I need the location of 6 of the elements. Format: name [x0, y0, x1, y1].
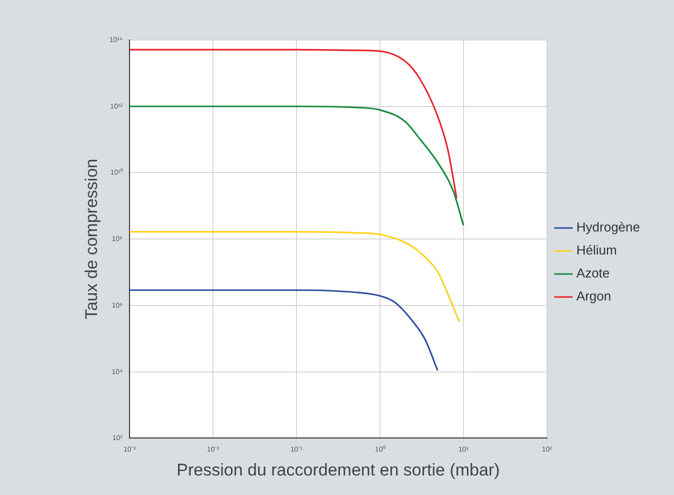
legend-label: Hydrogène: [576, 220, 640, 235]
legend-label: Azote: [576, 266, 610, 281]
legend-label: Hélium: [576, 242, 617, 258]
y-axis-title: Taux de compression: [82, 158, 101, 320]
legend-label: Argon: [576, 288, 612, 304]
x-axis-title: Pression du raccordement en sortie (mbar): [176, 460, 500, 480]
